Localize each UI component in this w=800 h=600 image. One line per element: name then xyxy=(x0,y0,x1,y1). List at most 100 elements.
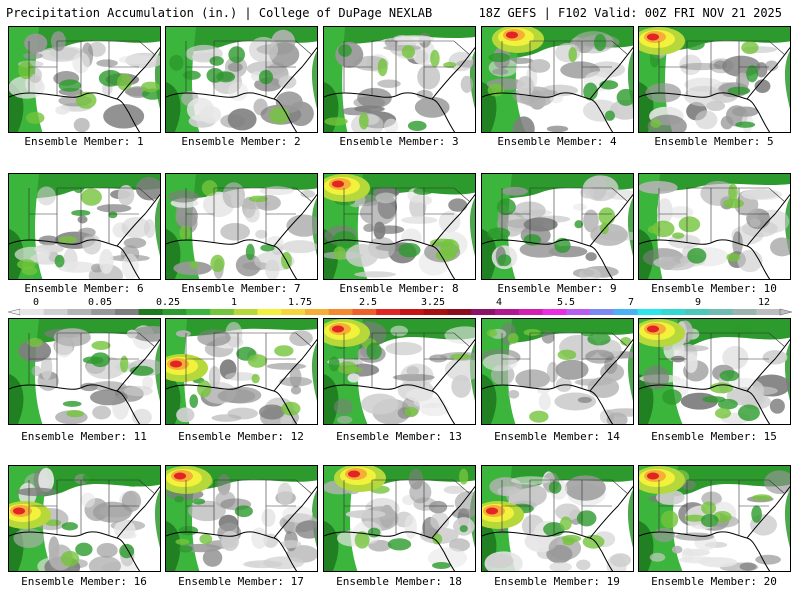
colorbar-segment xyxy=(613,309,638,315)
ensemble-member-label: Ensemble Member: 5 xyxy=(654,135,774,148)
ensemble-member-label: Ensemble Member: 8 xyxy=(339,282,459,295)
ensemble-member-map xyxy=(8,318,161,425)
ensemble-member-map xyxy=(165,318,318,425)
colorbar-segment xyxy=(115,309,140,315)
precipitation-map xyxy=(166,319,317,424)
colorbar-tick-label: 5.5 xyxy=(556,297,576,308)
ensemble-member-label: Ensemble Member: 16 xyxy=(21,575,147,588)
ensemble-member-label: Ensemble Member: 4 xyxy=(497,135,617,148)
colorbar-tick-label: 9 xyxy=(694,297,702,308)
precipitation-map xyxy=(639,174,790,279)
precipitation-map xyxy=(482,319,633,424)
colorbar-segment xyxy=(471,309,496,315)
precipitation-map xyxy=(166,466,317,571)
precipitation-map xyxy=(482,466,633,571)
colorbar-segment xyxy=(542,309,567,315)
precipitation-map xyxy=(639,319,790,424)
colorbar-segment xyxy=(186,309,211,315)
ensemble-member-map xyxy=(638,26,791,133)
ensemble-member-map xyxy=(481,173,634,280)
colorbar-segment xyxy=(20,309,45,315)
precipitation-map xyxy=(166,174,317,279)
ensemble-member-label: Ensemble Member: 9 xyxy=(497,282,617,295)
ensemble-member-label: Ensemble Member: 13 xyxy=(336,430,462,443)
ensemble-member-label: Ensemble Member: 15 xyxy=(651,430,777,443)
ensemble-member-label: Ensemble Member: 3 xyxy=(339,135,459,148)
colorbar-tick-label: 0.05 xyxy=(87,297,113,308)
colorbar-tick-label: 0.25 xyxy=(155,297,181,308)
ensemble-member-label: Ensemble Member: 11 xyxy=(21,430,147,443)
ensemble-member-map xyxy=(323,465,476,572)
ensemble-member-map xyxy=(323,173,476,280)
ensemble-member-label: Ensemble Member: 1 xyxy=(24,135,144,148)
ensemble-member-label: Ensemble Member: 17 xyxy=(178,575,304,588)
precipitation-map xyxy=(482,27,633,132)
ensemble-member-map xyxy=(638,318,791,425)
colorbar-segment xyxy=(590,309,615,315)
colorbar-tick-label: 1.75 xyxy=(287,297,313,308)
precipitation-map xyxy=(166,27,317,132)
colorbar-tick-label: 1 xyxy=(230,297,238,308)
colorbar-segment xyxy=(495,309,520,315)
precipitation-map xyxy=(639,27,790,132)
colorbar-segment xyxy=(91,309,116,315)
ensemble-member-label: Ensemble Member: 19 xyxy=(494,575,620,588)
ensemble-member-label: Ensemble Member: 20 xyxy=(651,575,777,588)
colorbar-segment xyxy=(138,309,163,315)
colorbar-segment xyxy=(685,309,710,315)
ensemble-member-label: Ensemble Member: 7 xyxy=(181,282,301,295)
precipitation-map xyxy=(9,466,160,571)
ensemble-member-label: Ensemble Member: 18 xyxy=(336,575,462,588)
ensemble-member-label: Ensemble Member: 12 xyxy=(178,430,304,443)
colorbar-tick-label: 3.25 xyxy=(420,297,446,308)
colorbar-segment xyxy=(447,309,472,315)
ensemble-member-map xyxy=(165,26,318,133)
ensemble-member-map xyxy=(481,26,634,133)
colorbar-segment xyxy=(210,309,235,315)
precipitation-map xyxy=(324,27,475,132)
ensemble-member-label: Ensemble Member: 14 xyxy=(494,430,620,443)
colorbar-right-arrow xyxy=(779,308,792,316)
colorbar-tick-label: 4 xyxy=(495,297,503,308)
colorbar-segment xyxy=(518,309,543,315)
colorbar-segment xyxy=(233,309,258,315)
colorbar-segment xyxy=(637,309,662,315)
ensemble-member-map xyxy=(8,465,161,572)
precipitation-map xyxy=(482,174,633,279)
colorbar-segment xyxy=(423,309,448,315)
ensemble-member-label: Ensemble Member: 6 xyxy=(24,282,144,295)
colorbar-segment xyxy=(708,309,733,315)
ensemble-member-map xyxy=(165,173,318,280)
ensemble-member-map xyxy=(8,173,161,280)
colorbar-segment xyxy=(328,309,353,315)
precipitation-map xyxy=(9,174,160,279)
precipitation-map xyxy=(9,27,160,132)
colorbar-tick-label: 7 xyxy=(627,297,635,308)
precipitation-map xyxy=(639,466,790,571)
colorbar-segment xyxy=(67,309,92,315)
colorbar-segment xyxy=(257,309,282,315)
colorbar-segment xyxy=(376,309,401,315)
ensemble-member-map xyxy=(323,318,476,425)
precipitation-map xyxy=(324,174,475,279)
colorbar-segment xyxy=(281,309,306,315)
ensemble-member-label: Ensemble Member: 10 xyxy=(651,282,777,295)
colorbar-tick-label: 2.5 xyxy=(358,297,378,308)
precipitation-colorbar xyxy=(8,308,792,316)
ensemble-member-map xyxy=(481,465,634,572)
ensemble-member-map xyxy=(638,465,791,572)
precipitation-map xyxy=(324,319,475,424)
colorbar-segment xyxy=(43,309,68,315)
colorbar-segment xyxy=(756,309,781,315)
colorbar-segment xyxy=(732,309,757,315)
ensemble-member-map xyxy=(481,318,634,425)
colorbar-segment xyxy=(352,309,377,315)
model-valid-time: 18Z GEFS | F102 Valid: 00Z FRI NOV 21 20… xyxy=(478,6,782,20)
colorbar-segment xyxy=(661,309,686,315)
ensemble-member-map xyxy=(165,465,318,572)
colorbar-segment xyxy=(400,309,425,315)
colorbar-tick-label: 0 xyxy=(32,297,40,308)
chart-title: Precipitation Accumulation (in.) | Colle… xyxy=(6,6,433,20)
precipitation-map xyxy=(324,466,475,571)
ensemble-member-map xyxy=(323,26,476,133)
